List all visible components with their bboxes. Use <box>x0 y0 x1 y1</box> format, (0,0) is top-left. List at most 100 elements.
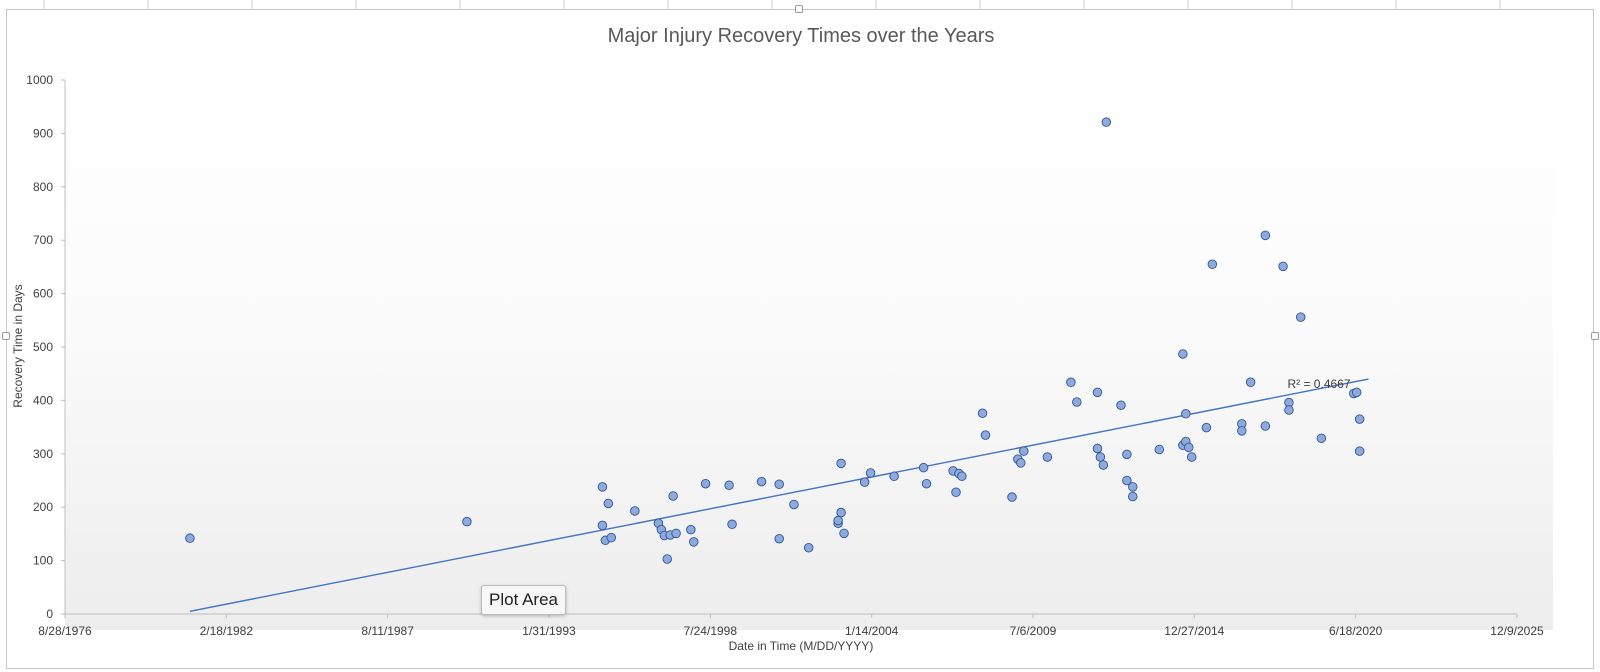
data-point[interactable] <box>597 482 608 492</box>
data-point[interactable] <box>839 528 849 539</box>
data-point[interactable] <box>1128 491 1138 502</box>
data-point[interactable] <box>1092 443 1103 454</box>
data-point[interactable] <box>1095 452 1106 462</box>
data-point[interactable] <box>1278 261 1288 272</box>
y-tick-label: 500 <box>33 340 53 354</box>
data-point[interactable] <box>921 478 932 489</box>
data-point[interactable] <box>1072 397 1082 407</box>
data-point[interactable] <box>1122 475 1132 486</box>
x-tick-label: 6/18/2020 <box>1329 624 1383 638</box>
y-tick-label: 700 <box>33 233 53 247</box>
resize-handle-left[interactable] <box>2 332 10 340</box>
data-point[interactable] <box>727 519 737 530</box>
chart-title: Major Injury Recovery Times over the Yea… <box>608 25 995 47</box>
data-point[interactable] <box>789 499 799 510</box>
y-tick-label: 600 <box>33 287 53 301</box>
x-tick-label: 1/14/2004 <box>845 624 899 638</box>
data-point[interactable] <box>686 524 696 535</box>
x-tick-label: 7/6/2009 <box>1010 624 1057 638</box>
resize-handle-right[interactable] <box>1591 332 1599 340</box>
data-point[interactable] <box>836 507 846 518</box>
data-point[interactable] <box>1101 117 1112 127</box>
data-point[interactable] <box>1201 422 1212 433</box>
data-point[interactable] <box>671 528 681 539</box>
data-point[interactable] <box>889 471 899 481</box>
data-point[interactable] <box>836 458 846 469</box>
x-axis-title: Date in Time (M/DD/YYYY) <box>729 639 874 653</box>
data-point[interactable] <box>951 487 961 497</box>
y-tick-label: 900 <box>33 126 53 140</box>
data-point[interactable] <box>1207 259 1218 269</box>
data-point[interactable] <box>756 476 767 487</box>
data-point[interactable] <box>980 430 991 440</box>
data-point[interactable] <box>1116 400 1126 410</box>
plot-area-tooltip: Plot Area <box>481 585 566 615</box>
x-tick-label: 12/27/2014 <box>1164 624 1224 638</box>
resize-handle-top[interactable] <box>795 5 803 13</box>
data-point[interactable] <box>1122 449 1132 460</box>
y-tick-label: 0 <box>46 607 53 621</box>
data-point[interactable] <box>1186 452 1197 462</box>
data-point[interactable] <box>1098 460 1109 470</box>
y-tick-label: 800 <box>33 180 53 194</box>
data-point[interactable] <box>1007 492 1017 502</box>
data-point[interactable] <box>662 554 673 564</box>
data-point[interactable] <box>597 520 608 531</box>
data-point[interactable] <box>1184 442 1194 453</box>
data-point[interactable] <box>859 477 870 487</box>
data-point[interactable] <box>1351 387 1362 398</box>
y-axis-title: Recovery Time in Days <box>11 284 25 407</box>
data-point[interactable] <box>1128 482 1138 492</box>
data-point[interactable] <box>774 479 784 489</box>
data-point[interactable] <box>1354 414 1365 424</box>
data-point[interactable] <box>1284 405 1294 415</box>
y-tick-label: 1000 <box>26 73 53 87</box>
plot-area[interactable] <box>65 68 1553 630</box>
r-squared-label: R² = 0.4667 <box>1287 377 1350 391</box>
data-point[interactable] <box>700 478 711 489</box>
x-tick-label: 7/24/1998 <box>684 624 738 638</box>
data-point[interactable] <box>977 408 988 418</box>
data-point[interactable] <box>1178 349 1188 359</box>
data-point[interactable] <box>689 537 699 547</box>
data-point[interactable] <box>803 543 814 553</box>
spreadsheet-grid <box>43 0 1501 9</box>
y-tick-label: 100 <box>33 554 53 568</box>
data-point[interactable] <box>606 532 617 543</box>
data-point[interactable] <box>1016 458 1026 468</box>
x-tick-label: 8/11/1987 <box>361 624 414 638</box>
data-point[interactable] <box>1245 377 1256 387</box>
data-point[interactable] <box>630 506 640 516</box>
data-point[interactable] <box>1260 230 1271 241</box>
data-point[interactable] <box>1354 446 1365 456</box>
y-tick-label: 300 <box>33 447 53 461</box>
data-point[interactable] <box>918 462 929 473</box>
x-tick-label: 8/28/1976 <box>38 624 92 638</box>
chart-area[interactable]: 0 100 200 300 400 500 600 700 800 900 1000 8/28/197… <box>2 5 1599 669</box>
data-point[interactable] <box>1042 452 1053 462</box>
data-point[interactable] <box>1260 421 1271 431</box>
data-point[interactable] <box>1316 433 1327 444</box>
x-tick-label: 12/9/2025 <box>1490 624 1544 638</box>
data-point[interactable] <box>865 468 876 478</box>
data-point[interactable] <box>833 515 843 526</box>
trendline <box>189 378 1369 613</box>
data-point[interactable] <box>668 491 678 501</box>
data-point[interactable] <box>1154 444 1165 455</box>
data-point[interactable] <box>1066 377 1076 387</box>
data-point[interactable] <box>185 533 195 543</box>
data-point[interactable] <box>603 498 614 509</box>
data-point[interactable] <box>957 471 967 481</box>
data-point[interactable] <box>462 516 472 527</box>
data-point[interactable] <box>1092 387 1103 398</box>
data-point[interactable] <box>774 533 784 544</box>
data-point[interactable] <box>724 480 734 491</box>
data-point[interactable] <box>1019 446 1029 456</box>
y-tick-label: 200 <box>33 500 53 514</box>
x-tick-label: 1/31/1993 <box>522 624 576 638</box>
y-tick-label: 400 <box>33 393 53 407</box>
data-point[interactable] <box>1295 312 1306 322</box>
data-point[interactable] <box>1181 409 1191 419</box>
data-point[interactable] <box>1237 426 1247 436</box>
x-tick-label: 2/18/1982 <box>200 624 254 638</box>
